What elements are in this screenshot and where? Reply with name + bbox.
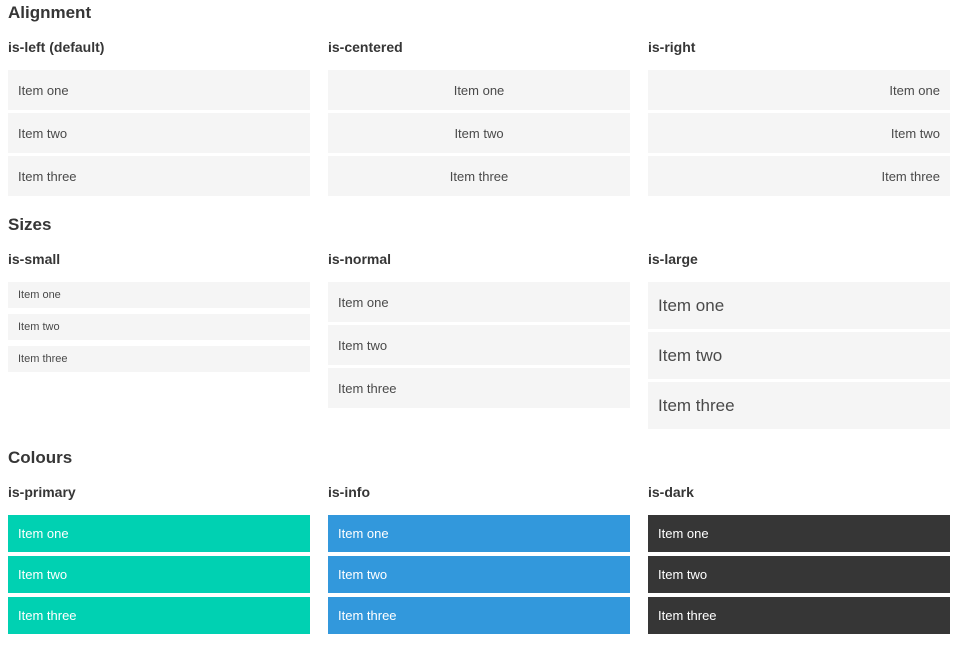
section-colours: Colours is-primary Item one Item two Item th… (8, 449, 950, 634)
list-item: Item two (648, 556, 950, 593)
section-title: Alignment (8, 3, 92, 22)
list-item: Item one (648, 282, 950, 329)
list-item: Item two (328, 556, 630, 593)
item-list: Item one Item two Item three (648, 515, 950, 634)
variant-label: is-primary (8, 484, 76, 500)
list-item: Item one (8, 515, 310, 552)
section-grid: is-left (default) Item one Item two Item th… (8, 39, 950, 196)
list-item: Item three (8, 346, 310, 372)
item-list: Item one Item two Item three (328, 515, 630, 634)
section-title: Sizes (8, 215, 52, 234)
item-list: Item one Item two Item three (328, 282, 630, 408)
variant-label: is-normal (328, 251, 392, 267)
item-list: Item one Item two Item three (648, 70, 950, 196)
variant-group-centered: is-centered Item one Item two Item three (328, 39, 630, 196)
component-demo: Alignment is-left (default) Item one Item t… (8, 4, 950, 634)
list-item: Item two (328, 113, 630, 153)
list-item: Item three (8, 597, 310, 634)
variant-group-dark: is-dark Item one Item two Item three (648, 484, 950, 634)
section-grid: is-primary Item one Item two Item three is-i… (8, 484, 950, 634)
variant-label: is-dark (648, 484, 694, 500)
variant-group-left: is-left (default) Item one Item two Item th… (8, 39, 310, 196)
list-item: Item two (8, 556, 310, 593)
section-sizes: Sizes is-small Item one Item two Item three i… (8, 216, 950, 429)
variant-label: is-small (8, 251, 61, 267)
list-item: Item one (648, 70, 950, 110)
section-grid: is-small Item one Item two Item three is-nor… (8, 251, 950, 429)
variant-label: is-large (648, 251, 698, 267)
list-item: Item three (648, 597, 950, 634)
list-item: Item one (328, 70, 630, 110)
list-item: Item one (8, 282, 310, 308)
section-alignment: Alignment is-left (default) Item one Item t… (8, 4, 950, 196)
list-item: Item one (648, 515, 950, 552)
item-list: Item one Item two Item three (8, 282, 310, 372)
variant-group-normal: is-normal Item one Item two Item three (328, 251, 630, 429)
section-title: Colours (8, 448, 73, 467)
item-list: Item one Item two Item three (8, 515, 310, 634)
list-item: Item three (8, 156, 310, 196)
list-item: Item one (328, 282, 630, 322)
item-list: Item one Item two Item three (648, 282, 950, 429)
variant-label: is-left (default) (8, 39, 105, 55)
list-item: Item two (648, 113, 950, 153)
variant-group-info: is-info Item one Item two Item three (328, 484, 630, 634)
list-item: Item two (648, 332, 950, 379)
item-list: Item one Item two Item three (328, 70, 630, 196)
list-item: Item three (328, 597, 630, 634)
list-item: Item two (8, 113, 310, 153)
variant-group-small: is-small Item one Item two Item three (8, 251, 310, 429)
list-item: Item two (8, 314, 310, 340)
list-item: Item three (328, 368, 630, 408)
variant-group-right: is-right Item one Item two Item three (648, 39, 950, 196)
list-item: Item three (328, 156, 630, 196)
list-item: Item three (648, 156, 950, 196)
variant-group-large: is-large Item one Item two Item three (648, 251, 950, 429)
list-item: Item one (328, 515, 630, 552)
list-item: Item two (328, 325, 630, 365)
variant-label: is-right (648, 39, 696, 55)
variant-group-primary: is-primary Item one Item two Item three (8, 484, 310, 634)
list-item: Item one (8, 70, 310, 110)
variant-label: is-centered (328, 39, 403, 55)
item-list: Item one Item two Item three (8, 70, 310, 196)
list-item: Item three (648, 382, 950, 429)
variant-label: is-info (328, 484, 370, 500)
